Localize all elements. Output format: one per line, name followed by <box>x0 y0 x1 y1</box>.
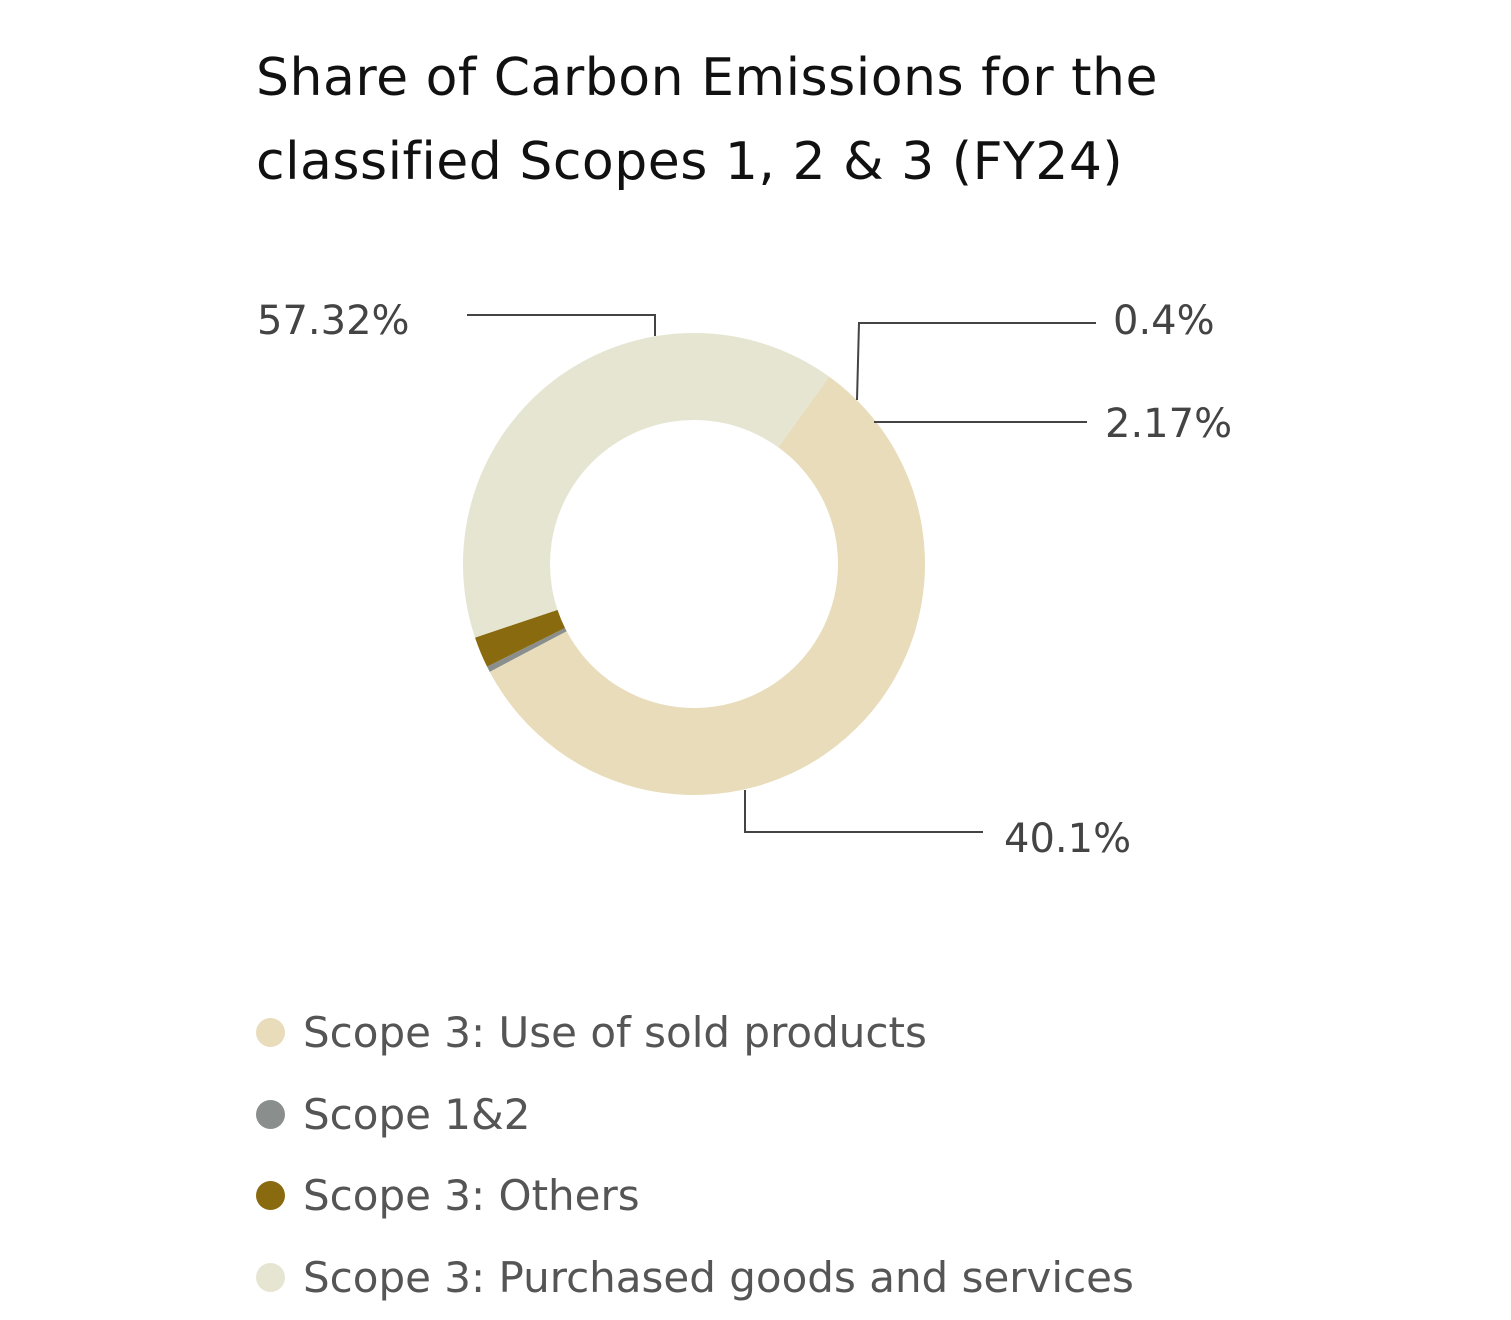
chart-title-line-2: classified Scopes 1, 2 & 3 (FY24) <box>256 132 1124 192</box>
data-label: 0.4% <box>1113 298 1215 344</box>
legend: Scope 3: Use of sold products Scope 1&2 … <box>256 992 1134 1318</box>
legend-swatch <box>256 1181 285 1211</box>
donut-chart: 57.32% 0.4% 2.17% 40.1% <box>257 298 1232 862</box>
legend-label: Scope 3: Purchased goods and services <box>303 1252 1134 1302</box>
data-label: 40.1% <box>1004 816 1131 862</box>
data-labels: 57.32% 0.4% 2.17% 40.1% <box>257 298 1232 862</box>
legend-item: Scope 1&2 <box>256 1074 1134 1156</box>
legend-swatch <box>256 1262 285 1292</box>
legend-label: Scope 1&2 <box>303 1089 531 1139</box>
donut-slice <box>489 376 925 795</box>
chart-title-line-1: Share of Carbon Emissions for the <box>256 48 1158 108</box>
chart-title: Share of Carbon Emissions for the classi… <box>256 36 1356 204</box>
donut-slice <box>463 332 830 638</box>
legend-item: Scope 3: Purchased goods and services <box>256 1237 1134 1319</box>
leader-line <box>856 322 1096 401</box>
legend-item: Scope 3: Others <box>256 1155 1134 1237</box>
legend-swatch <box>256 1018 285 1048</box>
donut-slice <box>487 627 567 672</box>
leader-lines <box>467 314 1096 833</box>
legend-item: Scope 3: Use of sold products <box>256 992 1134 1074</box>
legend-label: Scope 3: Use of sold products <box>303 1008 927 1058</box>
leader-line <box>744 790 983 833</box>
legend-label: Scope 3: Others <box>303 1171 640 1221</box>
legend-swatch <box>256 1099 285 1129</box>
data-label: 57.32% <box>257 298 410 344</box>
leader-line <box>467 314 656 336</box>
data-label: 2.17% <box>1105 401 1232 447</box>
donut-slices <box>463 332 925 795</box>
donut-slice <box>475 609 566 667</box>
